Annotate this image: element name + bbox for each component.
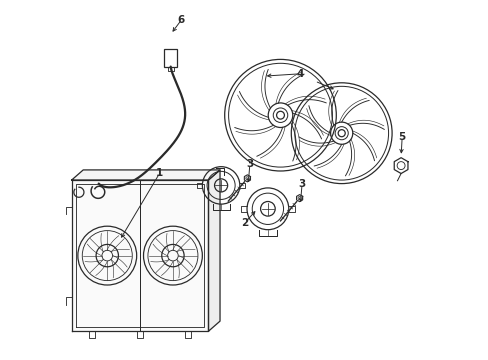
Text: 3: 3 xyxy=(298,179,305,189)
Polygon shape xyxy=(72,180,208,331)
Text: 4: 4 xyxy=(296,69,304,79)
Polygon shape xyxy=(208,170,220,331)
Text: 6: 6 xyxy=(178,15,185,25)
Text: 2: 2 xyxy=(241,218,247,228)
Text: 3: 3 xyxy=(246,159,253,169)
Polygon shape xyxy=(72,170,220,180)
Text: 1: 1 xyxy=(156,168,163,178)
Text: 5: 5 xyxy=(398,132,405,142)
